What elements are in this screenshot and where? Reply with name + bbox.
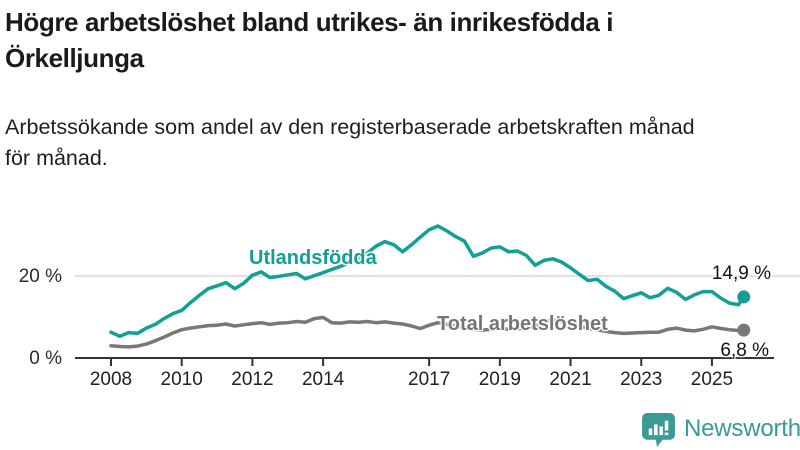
chart-subtitle: Arbetssökande som andel av den registerb… <box>5 112 795 174</box>
series-line-total-arbetsloshet <box>109 315 746 349</box>
newsworthy-logo-icon <box>642 412 675 447</box>
series-label-total-arbetsloshet: Total arbetslöshet <box>437 313 608 335</box>
series-label-utlandsfodda: Utlandsfödda <box>249 247 377 269</box>
chart-subtitle-line2: för månad. <box>5 146 108 170</box>
x-tick-label-2014: 2014 <box>302 369 345 390</box>
x-tick-label-2012: 2012 <box>231 369 273 390</box>
y-tick-label-0: 0 % <box>29 348 62 369</box>
end-dot-total-arbetsloshet <box>737 323 751 337</box>
y-tick-label-20: 20 % <box>18 266 62 287</box>
x-tick-label-2025: 2025 <box>691 369 733 390</box>
value-label-total-arbetsloshet: 6,8 % <box>720 340 769 361</box>
x-tick-label-2010: 2010 <box>161 369 203 390</box>
chart-subtitle-line1: Arbetssökande som andel av den registerb… <box>5 115 695 139</box>
series-line-utlandsfodda <box>109 224 746 339</box>
end-dot-utlandsfodda <box>737 290 751 304</box>
x-tick-label-2008: 2008 <box>90 369 132 390</box>
chart-title-line1: Högre arbetslöshet bland utrikes- än inr… <box>5 7 614 37</box>
footer: Newsworthy <box>640 410 800 448</box>
newsworthy-wordmark: Newsworthy <box>684 415 800 442</box>
chart-title-line2: Örkelljunga <box>5 43 144 73</box>
x-tick-label-2017: 2017 <box>408 369 450 390</box>
x-tick-label-2019: 2019 <box>479 369 521 390</box>
x-tick-label-2021: 2021 <box>549 369 591 390</box>
x-tick-label-2023: 2023 <box>620 369 662 390</box>
chart-title: Högre arbetslöshet bland utrikes- än inr… <box>5 4 795 76</box>
value-label-utlandsfodda: 14,9 % <box>711 263 771 284</box>
